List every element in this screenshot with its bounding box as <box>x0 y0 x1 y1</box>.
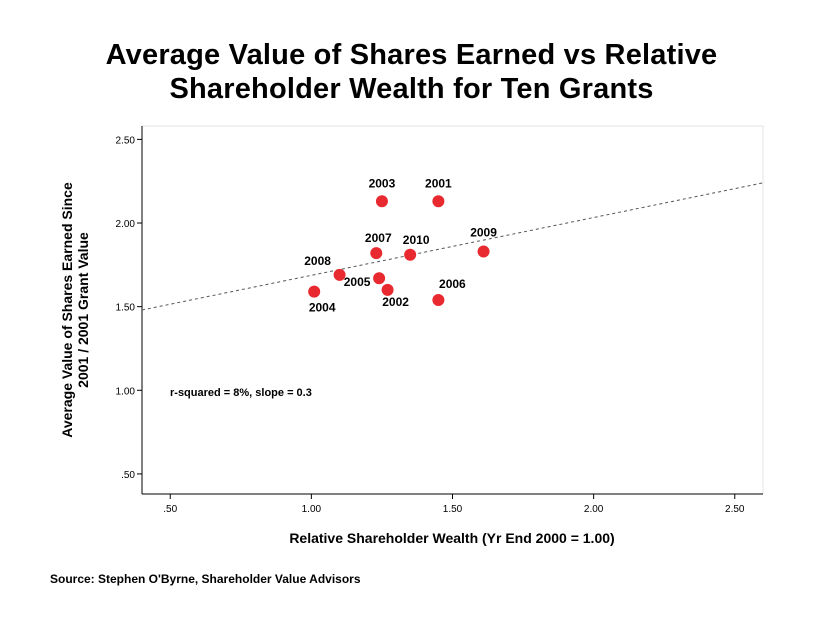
y-tick-label: .50 <box>121 470 135 481</box>
data-point <box>308 285 321 298</box>
point-label: 2009 <box>470 225 497 239</box>
point-label: 2002 <box>382 295 409 309</box>
regression-annotation: r-squared = 8%, slope = 0.3 <box>170 387 312 399</box>
x-tick-label: 2.00 <box>584 504 604 515</box>
data-point <box>404 248 417 261</box>
y-tick-label: 2.50 <box>116 135 136 146</box>
data-point <box>432 195 445 208</box>
source-note: Source: Stephen O'Byrne, Shareholder Val… <box>50 572 361 586</box>
chart-title-line-2: Shareholder Wealth for Ten Grants <box>169 73 654 105</box>
point-label: 2003 <box>369 176 396 190</box>
x-axis-title: Relative Shareholder Wealth (Yr End 2000… <box>289 530 614 546</box>
chart-title-line-1: Average Value of Shares Earned vs Relati… <box>105 39 718 71</box>
y-axis-title-line-2: 2001 / 2001 Grant Value <box>75 232 91 388</box>
y-tick-label: 1.50 <box>116 303 136 314</box>
data-point <box>373 272 386 285</box>
data-point <box>381 283 394 296</box>
point-label: 2005 <box>344 275 371 289</box>
chart-title: Average Value of Shares Earned vs Relati… <box>0 38 823 106</box>
point-label: 2010 <box>403 233 430 247</box>
data-point <box>375 195 388 208</box>
data-point <box>432 293 445 306</box>
x-tick-label: .50 <box>163 504 177 515</box>
trend-line <box>141 182 764 311</box>
point-label: 2001 <box>425 176 452 190</box>
data-point <box>370 247 383 260</box>
y-tick-label: 1.00 <box>116 386 136 397</box>
point-label: 2004 <box>309 301 336 315</box>
data-point <box>477 245 490 258</box>
x-tick-label: 1.50 <box>443 504 463 515</box>
plot-area-frame <box>141 125 764 495</box>
point-label: 2008 <box>304 254 331 268</box>
data-point <box>333 268 346 281</box>
point-label: 2007 <box>365 231 392 245</box>
y-tick-label: 2.00 <box>116 219 136 230</box>
point-label: 2006 <box>439 277 466 291</box>
y-axis-title-line-1: Average Value of Shares Earned Since <box>59 182 75 438</box>
x-tick-label: 1.00 <box>302 504 322 515</box>
y-axis-title: Average Value of Shares Earned Since 200… <box>59 182 91 438</box>
x-tick-label: 2.50 <box>725 504 745 515</box>
